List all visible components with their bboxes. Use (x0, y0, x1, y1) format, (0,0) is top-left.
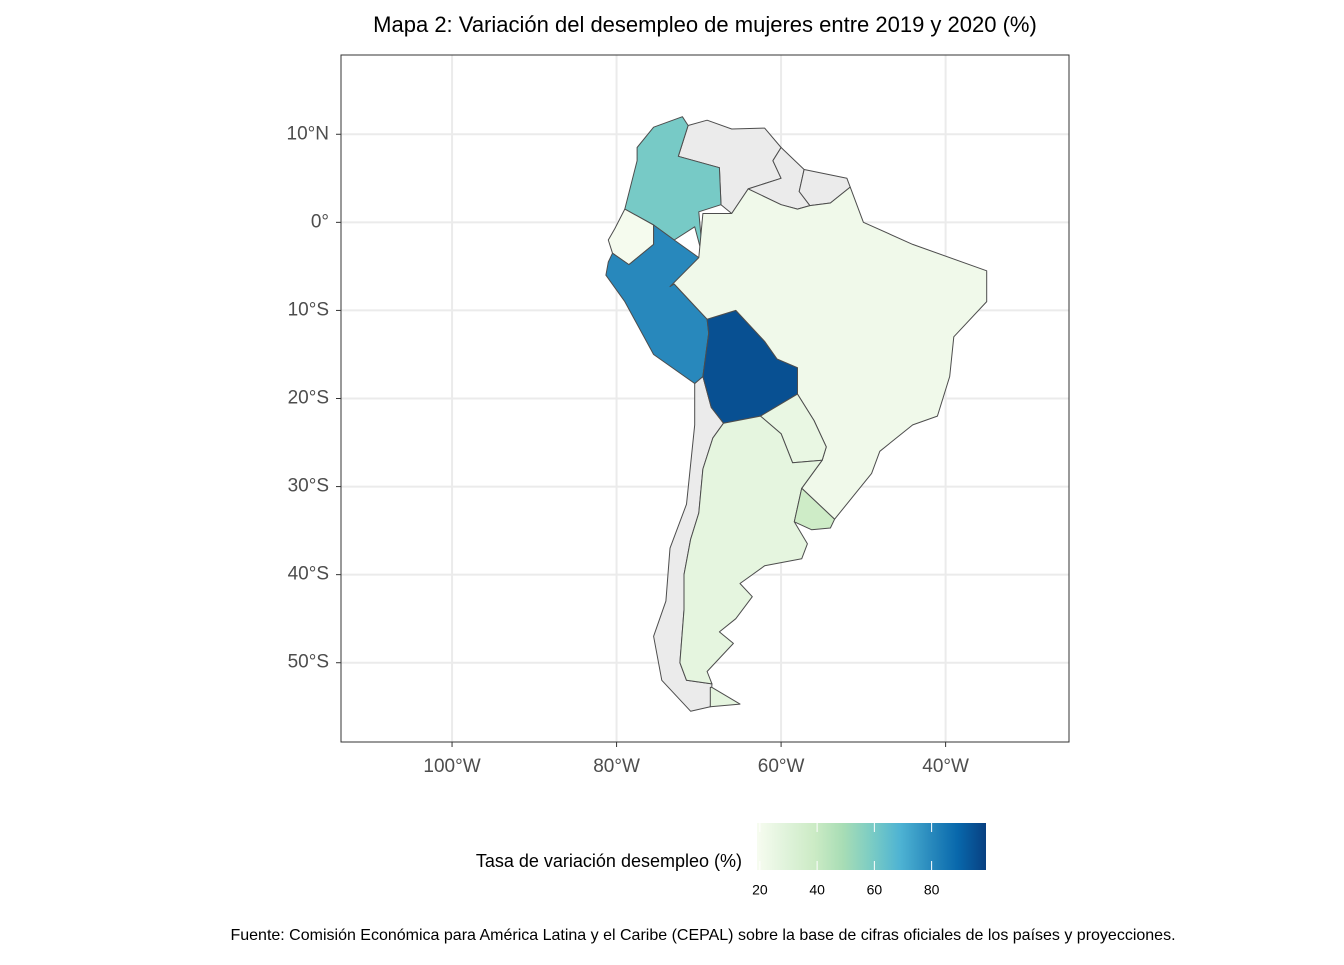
chart-title: Mapa 2: Variación del desempleo de mujer… (373, 12, 1037, 37)
x-tick-label: 80°W (593, 756, 640, 777)
source-note: Fuente: Comisión Económica para América … (230, 927, 1175, 944)
region (679, 415, 823, 708)
y-tick-label: 30°S (288, 476, 329, 497)
x-tick-label: 40°W (922, 756, 969, 777)
y-tick-label: 50°S (288, 652, 329, 673)
colorbar-tick-label: 40 (809, 882, 825, 898)
y-tick-label: 10°N (287, 123, 329, 144)
colorbar-tick-label: 80 (924, 882, 940, 898)
y-tick-label: 10°S (288, 299, 329, 320)
colorbar-tick-label: 20 (752, 882, 768, 898)
y-tick-label: 0° (311, 211, 329, 232)
x-tick-label: 100°W (423, 756, 480, 777)
y-tick-label: 40°S (288, 564, 329, 585)
panel-border (340, 54, 1070, 743)
colorbar-tick-label: 60 (867, 882, 883, 898)
colorbar (757, 823, 986, 870)
y-tick-label: 20°S (288, 388, 329, 409)
region (669, 186, 988, 520)
legend-title: Tasa de variación desempleo (%) (476, 851, 742, 871)
x-tick-label: 60°W (758, 756, 805, 777)
region (793, 487, 836, 531)
